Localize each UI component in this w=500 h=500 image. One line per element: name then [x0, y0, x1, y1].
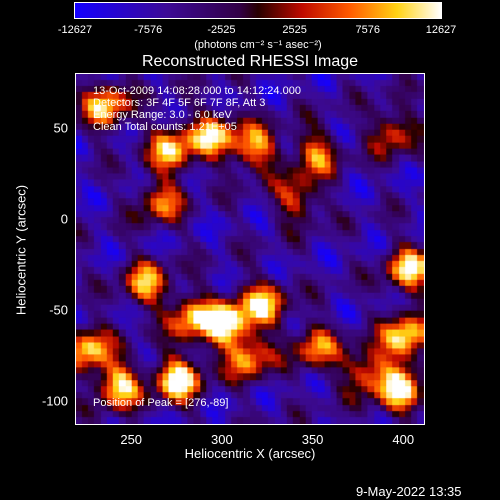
y-axis-label: Heliocentric Y (arcsec) — [13, 184, 29, 316]
x-axis-label: Heliocentric X (arcsec) — [184, 446, 316, 461]
info-clean-counts: Clean Total counts: 1.21E+05 — [93, 121, 237, 133]
y-tick-label: -50 — [49, 302, 68, 318]
colorbar — [74, 2, 442, 19]
info-time-range: 13-Oct-2009 14:08:28.000 to 14:12:24.000 — [93, 85, 301, 97]
heatmap-image — [76, 74, 424, 424]
colorbar-tick-label: -7576 — [134, 24, 163, 36]
date-stamp: 9-May-2022 13:35 — [356, 484, 462, 499]
x-tick-label: 400 — [392, 432, 415, 447]
colorbar-tick-label: 2525 — [282, 24, 307, 36]
colorbar-unit-label: (photons cm⁻² s⁻¹ asec⁻²) — [194, 39, 322, 51]
chart-title: Reconstructed RHESSI Image — [141, 53, 359, 70]
x-tick-label: 350 — [301, 432, 324, 447]
x-tick-label: 250 — [120, 432, 143, 447]
colorbar-tick-label: -2525 — [207, 24, 236, 36]
y-tick-label: -100 — [41, 393, 68, 409]
plot-area — [75, 73, 425, 425]
y-tick-label: 0 — [60, 211, 68, 227]
info-detectors: Detectors: 3F 4F 5F 6F 7F 8F, Att 3 — [93, 97, 266, 109]
colorbar-tick-label: -12627 — [57, 24, 93, 36]
colorbar-tick-label: 12627 — [425, 24, 457, 36]
colorbar-tick-label: 7576 — [355, 24, 381, 36]
y-tick-label: 50 — [53, 120, 68, 136]
info-peak-position: Position of Peak = [276,-89] — [93, 397, 229, 409]
x-tick-label: 300 — [211, 432, 233, 447]
info-energy-range: Energy Range: 3.0 - 6.0 keV — [93, 109, 232, 121]
